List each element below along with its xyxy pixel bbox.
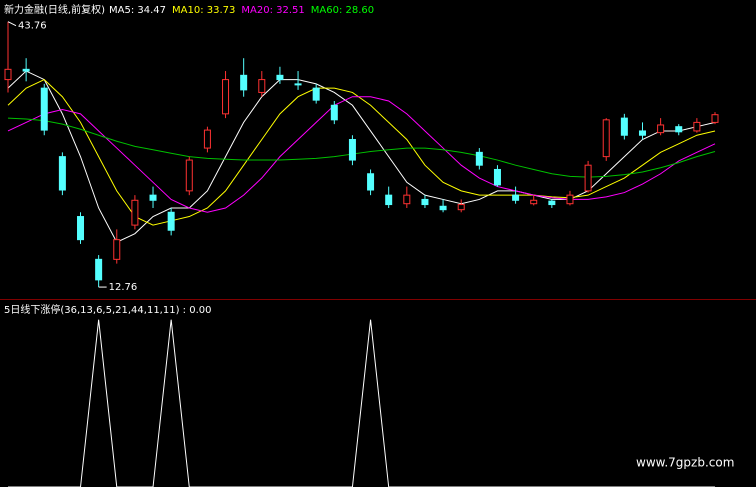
candle-body [457, 204, 465, 211]
low-label: 12.76 [109, 282, 138, 293]
candle-body [185, 159, 193, 192]
high-label: 43.76 [18, 21, 47, 32]
candle-body [312, 87, 320, 101]
candle-body [40, 87, 48, 131]
ma-label: MA20: 32.51 [241, 5, 304, 16]
ma-line [7, 96, 716, 213]
candle-body [403, 194, 411, 205]
indicator-title: 5日线下涨停(36,13,6,5,21,44,11,11) : 0.00 [4, 303, 211, 316]
candle-body [657, 124, 665, 134]
candle-body [58, 156, 66, 191]
candle-body [240, 74, 248, 91]
candle-body [638, 130, 646, 136]
ma-line [7, 117, 716, 178]
chart-title: 新力金融(日线,前复权) [4, 3, 105, 16]
candle-body [584, 164, 592, 192]
candle-body [439, 205, 447, 211]
ma-label: MA5: 34.47 [109, 5, 166, 16]
candle-body [167, 211, 175, 231]
candle-body [548, 200, 556, 206]
candle-body [4, 68, 12, 81]
candle-body [203, 129, 211, 149]
candle-body [294, 83, 302, 86]
candle-body [530, 199, 538, 205]
candle-body [385, 194, 393, 206]
candle-body [95, 258, 103, 281]
candle-body [276, 74, 284, 81]
candle-body [711, 114, 719, 123]
candle-body [77, 216, 85, 241]
candle-body [620, 117, 628, 136]
ma-label: MA60: 28.60 [311, 5, 374, 16]
candle-body [113, 239, 121, 260]
candle-body [475, 151, 483, 166]
watermark: www.7gpzb.com [636, 456, 734, 470]
candle-body [222, 79, 230, 115]
ma-line [7, 70, 716, 243]
ma-line [7, 79, 716, 226]
ma-label: MA10: 33.73 [172, 5, 235, 16]
candle-body [421, 198, 429, 206]
candle-body [22, 68, 30, 72]
candle-body [149, 194, 157, 201]
candle-body [131, 199, 139, 226]
candle-body [367, 173, 375, 191]
candle-body [693, 121, 701, 132]
candle-body [602, 119, 610, 158]
candle-body [512, 194, 520, 201]
high-pointer [7, 21, 17, 27]
candle-body [348, 139, 356, 161]
candle-body [330, 104, 338, 121]
indicator-line [8, 319, 715, 487]
candle-body [258, 79, 266, 93]
candle-body [566, 194, 574, 205]
candle-body [675, 126, 683, 133]
candle-body [493, 168, 501, 186]
